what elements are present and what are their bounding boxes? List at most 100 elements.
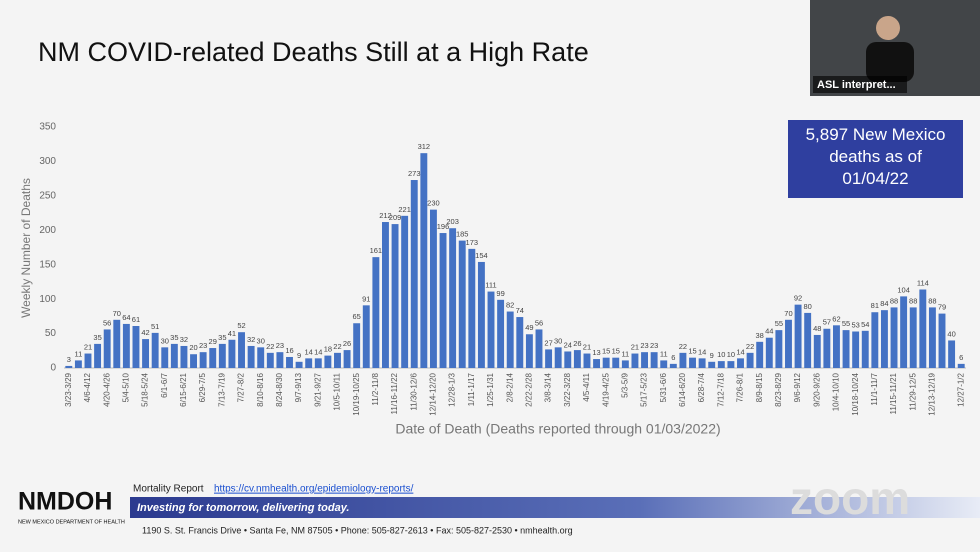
data-label: 41	[228, 329, 236, 338]
bar	[372, 257, 380, 368]
bar	[84, 353, 92, 368]
bar	[689, 357, 696, 368]
data-label: 11	[621, 349, 629, 358]
x-tick-label: 9/6-9/12	[793, 372, 802, 402]
x-tick-label: 1/11-1/17	[467, 372, 476, 406]
data-label: 49	[525, 323, 533, 332]
data-label: 30	[257, 336, 265, 345]
bar	[775, 330, 783, 368]
bar	[343, 350, 351, 368]
bar	[142, 339, 150, 368]
data-label: 82	[506, 301, 514, 310]
bar	[113, 319, 121, 368]
data-label: 273	[408, 169, 421, 178]
data-label: 230	[427, 199, 440, 208]
bar	[535, 329, 543, 368]
x-tick-label: 11/16-11/22	[390, 372, 399, 414]
address: 1190 S. St. Francis Drive • Santa Fe, NM…	[142, 525, 573, 535]
annotation-box	[788, 120, 963, 198]
data-label: 6	[959, 353, 963, 362]
x-tick-label: 8/10-8/16	[256, 372, 265, 406]
data-label: 21	[583, 343, 591, 352]
x-tick-label: 6/1-6/7	[160, 372, 169, 397]
bar	[631, 353, 639, 368]
data-label: 88	[890, 296, 898, 305]
interpreter-head	[876, 16, 900, 40]
data-label: 92	[794, 294, 802, 303]
data-label: 209	[389, 213, 402, 222]
data-label: 84	[880, 299, 888, 308]
bar	[305, 358, 313, 368]
x-tick-label: 4/5-4/11	[582, 372, 591, 401]
x-tick-label: 11/30-12/6	[409, 372, 418, 410]
x-tick-label: 9/7-9/13	[294, 372, 303, 402]
bar	[122, 323, 130, 368]
data-label: 64	[122, 313, 130, 322]
x-tick-label: 3/23-3/29	[64, 372, 73, 406]
data-label: 55	[775, 319, 783, 328]
x-tick-label: 12/13-12/19	[928, 372, 937, 415]
x-tick-label: 11/2-11/8	[371, 372, 380, 405]
data-label: 6	[671, 353, 675, 362]
bar	[833, 325, 840, 368]
data-label: 62	[832, 314, 840, 323]
bar	[890, 307, 898, 368]
bar	[238, 332, 245, 368]
x-tick-label: 9/21-9/27	[313, 372, 322, 406]
bar	[573, 350, 581, 368]
bar	[880, 310, 888, 368]
y-tick-label: 0	[50, 363, 56, 374]
bar	[180, 345, 188, 368]
data-label: 111	[485, 281, 496, 290]
bar	[765, 337, 773, 368]
bar	[199, 352, 207, 368]
data-label: 35	[170, 333, 178, 342]
data-label: 9	[297, 351, 301, 360]
bar	[938, 313, 946, 368]
data-label: 30	[554, 336, 562, 345]
data-label: 11	[74, 349, 82, 358]
x-tick-label: 9/20-9/26	[812, 372, 821, 406]
data-label: 32	[247, 335, 255, 344]
y-tick-label: 300	[39, 156, 56, 167]
bar	[314, 358, 322, 368]
data-label: 80	[803, 302, 811, 311]
bar	[554, 347, 562, 368]
data-label: 56	[103, 318, 111, 327]
data-label: 99	[496, 289, 504, 298]
bar	[103, 329, 111, 368]
bar	[247, 345, 255, 368]
x-tick-label: 3/8-3/14	[544, 372, 553, 402]
x-tick-label: 10/5-10/11	[333, 372, 342, 410]
y-tick-label: 350	[39, 122, 56, 133]
data-label: 13	[592, 348, 600, 357]
bar	[746, 352, 754, 368]
annotation-wrap: 5,897 New Mexico deaths as of 01/04/22	[806, 125, 946, 188]
bar	[717, 361, 725, 368]
bar	[391, 224, 399, 368]
source-link[interactable]: https://cv.nmhealth.org/epidemiology-rep…	[214, 484, 414, 495]
bar	[516, 317, 524, 368]
bar	[334, 352, 341, 368]
x-tick-label: 6/15-6/21	[179, 372, 188, 406]
data-label: 9	[710, 351, 714, 360]
bar	[218, 343, 226, 368]
data-label: 14	[305, 347, 313, 356]
data-label: 212	[379, 211, 392, 220]
y-axis-label: Weekly Number of Deaths	[19, 178, 33, 318]
data-label: 22	[746, 342, 754, 351]
data-label: 173	[466, 238, 479, 247]
data-label: 57	[823, 318, 831, 327]
x-tick-label: 4/20-4/26	[102, 372, 111, 406]
data-label: 15	[688, 347, 696, 356]
x-tick-label: 6/28-7/4	[697, 372, 706, 402]
x-tick-label: 11/1-11/7	[870, 372, 879, 405]
bar	[612, 357, 620, 368]
x-tick-label: 5/3-5/9	[620, 372, 629, 397]
bar	[468, 248, 476, 368]
bar	[708, 361, 716, 368]
x-tick-label: 6/29-7/5	[198, 372, 207, 402]
x-tick-label: 6/14-6/20	[678, 372, 687, 406]
data-label: 312	[418, 142, 431, 151]
